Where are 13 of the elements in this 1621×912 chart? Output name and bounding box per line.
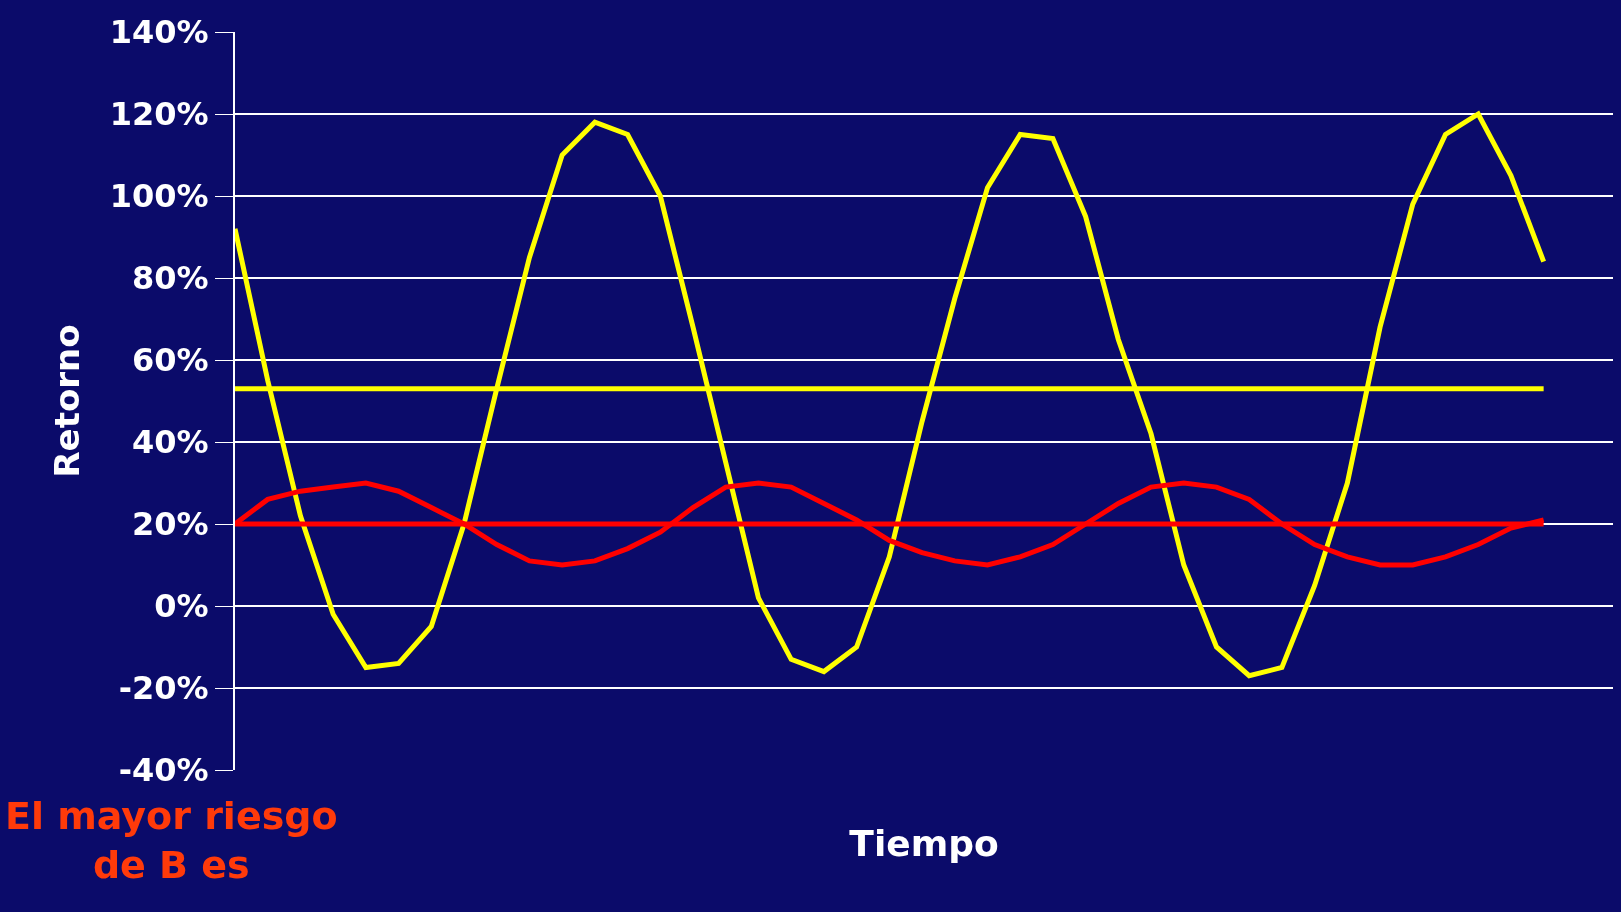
y-tick-label: 100% <box>109 177 209 216</box>
y-tick-label: 140% <box>109 13 209 52</box>
y-tick-label: 40% <box>132 423 209 462</box>
y-tick-label: 20% <box>132 505 209 544</box>
y-axis-title: Retorno <box>46 324 87 478</box>
y-tick-label: -20% <box>118 669 209 708</box>
y-tick-label: 0% <box>154 587 209 626</box>
y-tick-label: 60% <box>132 341 209 380</box>
y-tick-label: 80% <box>132 259 209 298</box>
y-tick-label: -40% <box>118 751 209 790</box>
y-tick-label: 120% <box>109 95 209 134</box>
x-axis-title: Tiempo <box>849 822 999 864</box>
text: El mayor riesgo de B es <box>5 794 338 888</box>
